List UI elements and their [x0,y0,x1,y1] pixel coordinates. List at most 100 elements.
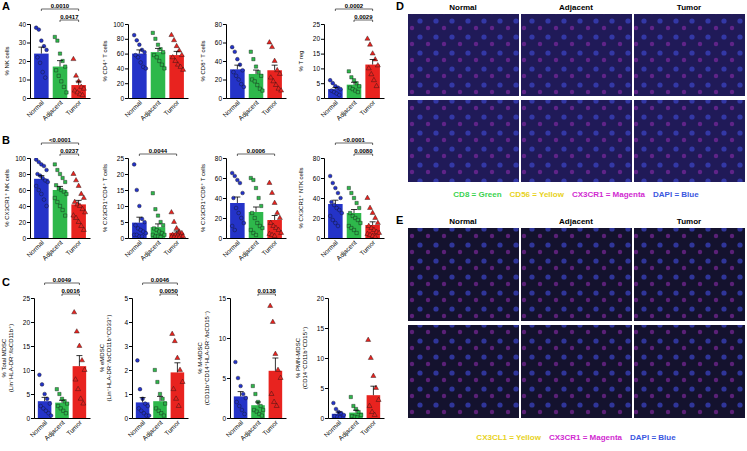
y-axis-title: % CD4⁺ T cells [102,41,108,82]
y-tick-label: 20 [117,171,125,178]
data-point [337,93,341,97]
y-tick-mark [31,394,34,395]
data-point [234,360,238,364]
data-point [239,384,243,388]
data-point [71,171,76,175]
plot-area [34,26,86,98]
bar [55,403,69,418]
x-tick: Tumor [64,238,83,257]
significance-bracket [41,143,78,145]
micrograph [634,100,745,182]
error-bar [140,398,146,403]
y-tick-label: 0 [26,415,30,422]
data-point [151,31,154,34]
panel-label: A [2,0,10,12]
y-tick-mark [321,158,324,159]
column-label: Tumor [677,217,701,226]
y-tick: 80 [215,21,226,28]
y-tick-mark [125,190,128,191]
error-bar [255,402,261,405]
y-tick-mark [321,83,324,84]
data-point [82,367,87,371]
data-point [132,33,136,37]
y-axis-title-line: % NK cells [4,46,10,75]
y-tick: 40 [313,195,324,202]
y-axis-line [129,299,133,419]
x-tick-label: Tumor [65,418,84,437]
y-tick-label: 40 [313,195,321,202]
data-point [65,91,68,94]
data-point [162,50,165,53]
y-tick-mark [125,222,128,223]
y-tick-label: 10 [19,76,27,83]
error-bar [174,51,180,55]
data-point [162,414,165,417]
data-point [154,37,157,40]
data-point [169,209,174,213]
y-tick-label: 100 [15,155,26,162]
bar [132,54,147,98]
y-tick: 10 [219,335,230,342]
error-bar [272,65,278,70]
data-point [174,43,179,47]
y-tick: 0 [26,415,34,422]
y-tick-label: 25 [117,155,125,162]
data-point [241,191,245,195]
y-axis-title: % CX3CR1⁺CD4⁺ T cells [102,164,108,232]
data-point [135,38,139,42]
y-tick-mark [125,98,128,99]
y-tick-mark [321,198,324,199]
error-bar [76,356,82,367]
y-tick: 0 [222,415,230,422]
data-point [159,235,162,238]
y-axis: 051015 [219,295,231,422]
y-tick-label: 25 [313,21,321,28]
micrograph-texture [408,325,519,418]
y-tick-mark [223,80,226,81]
micrograph [634,325,745,418]
significance-bracket [237,154,274,156]
x-tick-label: Adjacent [41,99,65,123]
data-point [80,92,85,96]
micrograph [521,228,632,321]
y-tick-mark [31,322,34,323]
data-point [365,195,370,199]
error-bar [157,396,163,401]
y-tick: 5 [124,295,132,302]
data-point [177,367,182,371]
data-point [254,65,257,68]
data-point [235,400,239,404]
data-point [155,56,158,59]
y-tick-mark [321,178,324,179]
data-point [373,385,378,389]
y-tick-mark [227,418,230,419]
y-tick-mark [223,158,226,159]
y-tick-label: 20 [215,215,223,222]
y-axis-title-line: % CD4⁺ T cells [102,41,108,82]
column-label: Adjacent [559,3,593,12]
data-point [136,359,140,363]
data-point [370,51,375,55]
error-bar [136,50,142,54]
y-tick-label: 10 [219,335,227,342]
y-axis-line [125,25,129,99]
data-point [77,343,82,347]
p-value: 0.0138 [258,288,277,294]
data-point [162,224,165,227]
data-point [268,75,273,79]
x-tick: Tumor [163,418,182,437]
y-axis-title-line: % CX3CR1⁺ NK cells [4,169,10,227]
y-tick: 20 [313,35,324,42]
y-tick-label: 40 [215,58,223,65]
error-bar [174,363,180,373]
data-point [355,231,358,234]
data-point [80,206,85,210]
y-tick: 40 [117,65,128,72]
x-tick: Tumor [260,98,279,117]
y-tick-label: 20 [313,215,321,222]
x-tick: Adjacent [139,98,163,122]
y-tick-label: 20 [317,295,325,302]
plot-area [328,174,382,238]
micrograph-texture [408,228,519,321]
y-tick-mark [27,174,30,175]
